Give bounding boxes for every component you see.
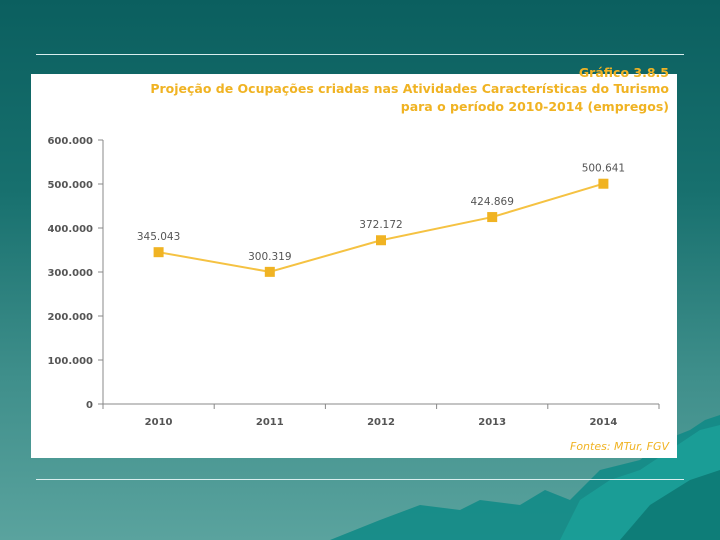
y-tick-label: 200.000 bbox=[47, 312, 93, 323]
data-label: 500.641 bbox=[582, 163, 625, 175]
data-label: 424.869 bbox=[470, 196, 513, 208]
y-tick-label: 300.000 bbox=[47, 268, 93, 279]
data-point-marker bbox=[487, 212, 498, 223]
data-point-marker bbox=[598, 178, 609, 189]
data-label: 345.043 bbox=[137, 231, 180, 243]
x-tick-label: 2011 bbox=[256, 417, 284, 428]
x-tick-label: 2010 bbox=[145, 417, 173, 428]
data-point-marker bbox=[264, 266, 275, 277]
x-tick-label: 2012 bbox=[367, 417, 395, 428]
y-tick-label: 100.000 bbox=[47, 356, 93, 367]
y-tick-label: 500.000 bbox=[47, 180, 93, 191]
chart-card: Gráfico 3.8.5 Projeção de Ocupações cria… bbox=[31, 65, 677, 458]
x-tick-label: 2014 bbox=[589, 417, 617, 428]
y-tick-label: 0 bbox=[86, 400, 93, 411]
data-label: 300.319 bbox=[248, 251, 291, 263]
data-label: 372.172 bbox=[359, 219, 402, 231]
y-tick-label: 400.000 bbox=[47, 224, 93, 235]
bottom-divider bbox=[36, 479, 684, 480]
x-tick-label: 2013 bbox=[478, 417, 506, 428]
y-tick-label: 600.000 bbox=[47, 136, 93, 147]
chart-subtitle: para o período 2010-2014 (empregos) bbox=[400, 99, 669, 114]
chart-title: Projeção de Ocupações criadas nas Ativid… bbox=[150, 81, 669, 96]
data-point-marker bbox=[376, 235, 386, 246]
top-divider bbox=[36, 54, 684, 55]
data-point-marker bbox=[153, 247, 164, 258]
chart-source: Fontes: MTur, FGV bbox=[570, 440, 669, 453]
line-chart: 0 100.000 200.000 300.000 400.000 500.000 600.… bbox=[47, 136, 660, 428]
chart-title-cut: Gráfico 3.8.5 bbox=[578, 65, 669, 80]
